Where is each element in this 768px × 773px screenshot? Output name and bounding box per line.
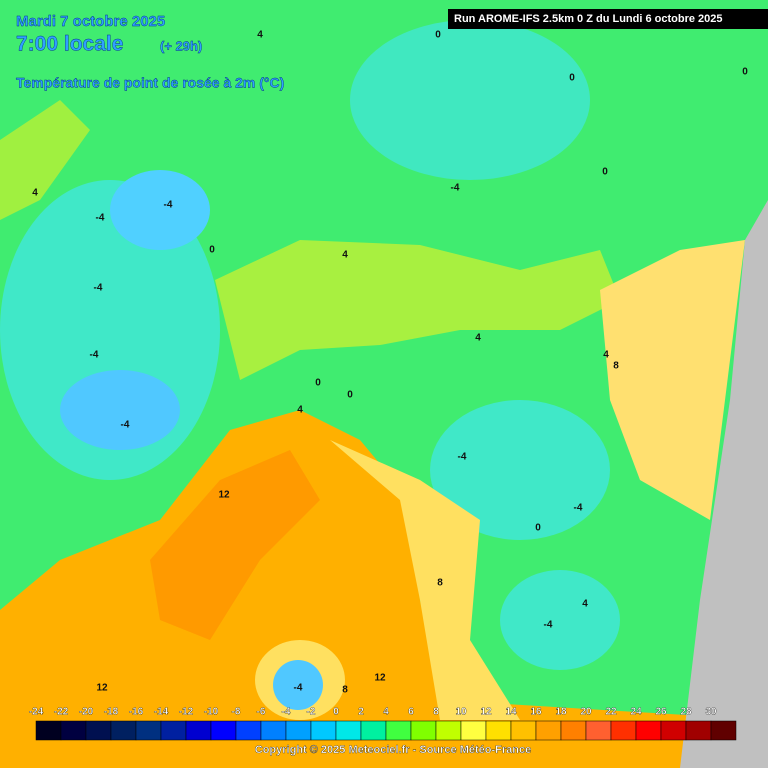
contour-label: 4 xyxy=(32,188,38,199)
parameter-title: Température de point de rosée à 2m (°C) xyxy=(16,75,284,91)
colorbar-tick-label: -4 xyxy=(282,707,291,718)
colorbar-tick-label: 30 xyxy=(705,707,717,718)
contour-label: 4 xyxy=(582,599,588,610)
contour-label: 12 xyxy=(218,490,230,501)
contour-label: 0 xyxy=(347,390,353,401)
colorbar-swatch xyxy=(510,720,537,741)
contour-label: 0 xyxy=(435,30,441,41)
colorbar-swatch xyxy=(60,720,87,741)
contour-label: 0 xyxy=(535,523,541,534)
contour-label: 4 xyxy=(257,30,263,41)
forecast-time: 7:00 locale xyxy=(16,33,123,56)
contour-label: 0 xyxy=(742,67,748,78)
colorbar-swatch xyxy=(535,720,562,741)
copyright: Copyright © 2025 Meteociel.fr - Source M… xyxy=(255,744,531,756)
colorbar-tick-label: -8 xyxy=(232,707,241,718)
colorbar-swatch xyxy=(135,720,162,741)
colorbar-swatch xyxy=(660,720,687,741)
contour-label: 8 xyxy=(437,578,443,589)
colorbar-swatch xyxy=(285,720,312,741)
colorbar-tick-label: -18 xyxy=(104,707,119,718)
colorbar-swatch xyxy=(360,720,387,741)
colorbar-tick-label: 0 xyxy=(333,707,339,718)
colorbar-tick-label: 22 xyxy=(605,707,617,718)
contour-label: 0 xyxy=(602,167,608,178)
colorbar-swatch xyxy=(635,720,662,741)
colorbar-swatch xyxy=(210,720,237,741)
contour-label: 0 xyxy=(209,245,215,256)
colorbar-tick-label: 10 xyxy=(455,707,467,718)
contour-label: -4 xyxy=(544,620,553,631)
colorbar-tick-label: -22 xyxy=(54,707,69,718)
contour-label: 12 xyxy=(374,673,386,684)
colorbar-tick-label: -16 xyxy=(129,707,144,718)
colorbar-swatch xyxy=(235,720,262,741)
contour-label: 4 xyxy=(475,333,481,344)
contour-label: -4 xyxy=(94,283,103,294)
contour-label: -4 xyxy=(90,350,99,361)
colorbar-swatch xyxy=(410,720,437,741)
colorbar-tick-label: -14 xyxy=(154,707,169,718)
colorbar-swatch xyxy=(310,720,337,741)
colorbar-tick-label: 6 xyxy=(408,707,414,718)
colorbar: -24 -22 -20 -18 -16 -14 -12 -10 -8 -6 -4 -2 0 2 4 6 8 10 1… xyxy=(29,706,737,741)
colorbar-swatch xyxy=(485,720,512,741)
colorbar-tick-label: 24 xyxy=(630,707,642,718)
colorbar-swatch xyxy=(585,720,612,741)
colorbar-swatch xyxy=(385,720,412,741)
colorbar-swatch xyxy=(335,720,362,741)
colorbar-tick-label: 28 xyxy=(680,707,692,718)
run-banner xyxy=(448,9,768,29)
contour-label: -4 xyxy=(96,213,105,224)
colorbar-swatch xyxy=(260,720,287,741)
colorbar-swatch xyxy=(560,720,587,741)
contour-label: 0 xyxy=(569,73,575,84)
colorbar-tick-label: 8 xyxy=(433,707,439,718)
colorbar-tick-label: 16 xyxy=(530,707,542,718)
colorbar-tick-label: 4 xyxy=(383,707,389,718)
colorbar-swatch xyxy=(710,720,737,741)
forecast-date: Mardi 7 octobre 2025 xyxy=(16,13,165,30)
colorbar-tick-label: 14 xyxy=(505,707,517,718)
contour-label: -4 xyxy=(121,420,130,431)
colorbar-swatch xyxy=(460,720,487,741)
colorbar-tick-label: 26 xyxy=(655,707,667,718)
colorbar-tick-label: 18 xyxy=(555,707,567,718)
colorbar-tick-label: 20 xyxy=(580,707,592,718)
contour-label: 8 xyxy=(342,685,348,696)
contour-label: 4 xyxy=(297,405,303,416)
run-info: Run AROME-IFS 2.5km 0 Z du Lundi 6 octob… xyxy=(454,13,723,25)
colorbar-swatch xyxy=(35,720,62,741)
colorbar-tick-label: 12 xyxy=(480,707,492,718)
colorbar-swatch xyxy=(110,720,137,741)
colorbar-swatch xyxy=(685,720,712,741)
colorbar-tick-label: -20 xyxy=(79,707,94,718)
contour-label: 8 xyxy=(613,361,619,372)
contour-label: -4 xyxy=(451,183,460,194)
contour-label: -4 xyxy=(458,452,467,463)
contour-label: -4 xyxy=(294,683,303,694)
contour-label: 12 xyxy=(96,683,108,694)
colorbar-swatch xyxy=(160,720,187,741)
contour-label: 4 xyxy=(603,350,609,361)
colorbar-tick-label: -6 xyxy=(257,707,266,718)
colorbar-tick-label: -2 xyxy=(307,707,316,718)
contour-label: 4 xyxy=(342,250,348,261)
colorbar-swatch xyxy=(435,720,462,741)
colorbar-tick-label: -12 xyxy=(179,707,194,718)
lead-time: (+ 29h) xyxy=(160,38,202,53)
colorbar-tick-label: 2 xyxy=(358,707,364,718)
terrain xyxy=(0,20,768,768)
colorbar-swatch xyxy=(85,720,112,741)
colorbar-tick-label: -24 xyxy=(29,707,44,718)
colorbar-swatch xyxy=(185,720,212,741)
colorbar-tick-label: -10 xyxy=(204,707,219,718)
contour-label: -4 xyxy=(574,503,583,514)
contour-label: 0 xyxy=(315,378,321,389)
contour-label: -4 xyxy=(164,200,173,211)
colorbar-swatch xyxy=(610,720,637,741)
